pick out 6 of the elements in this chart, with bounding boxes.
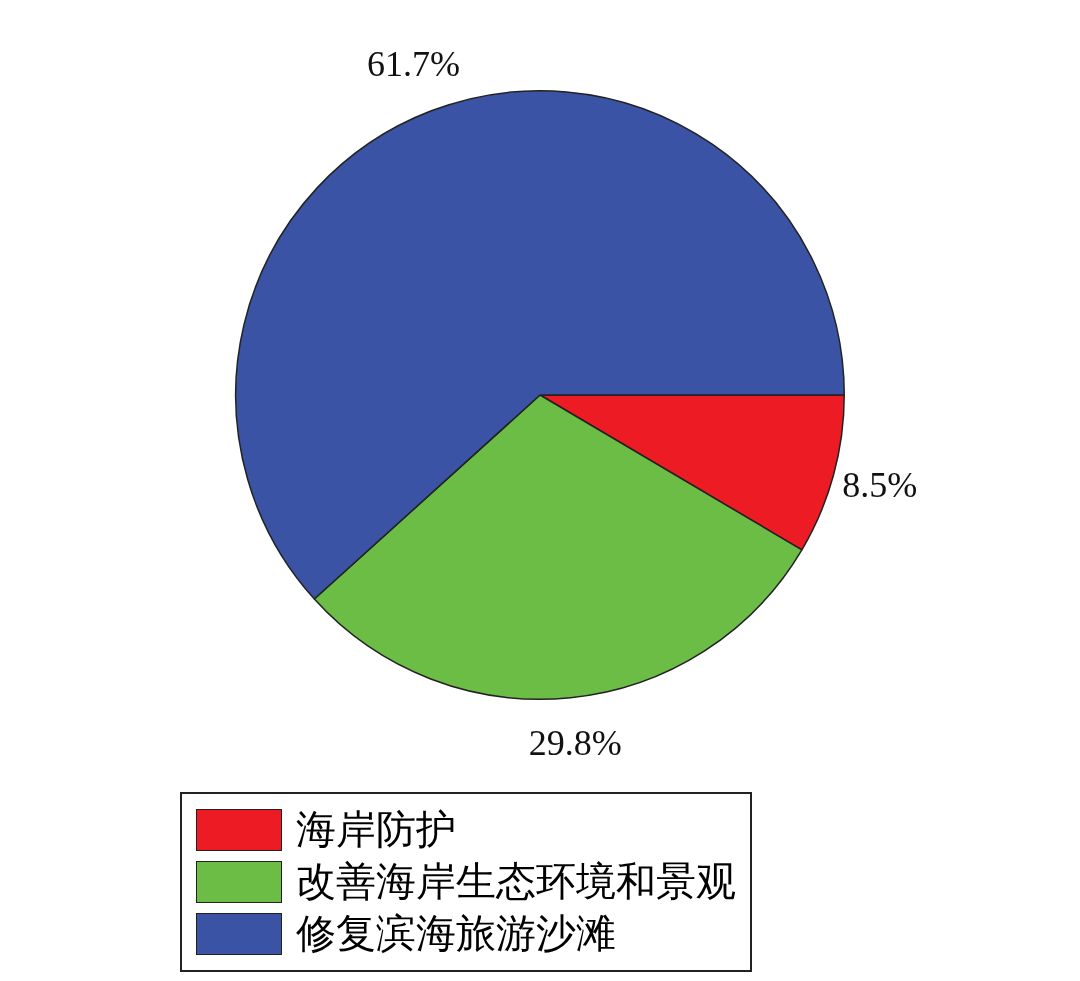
- data-label: 61.7%: [366, 43, 460, 84]
- data-label: 29.8%: [528, 722, 622, 763]
- legend-label: 海岸防护: [296, 806, 456, 854]
- legend-label: 改善海岸生态环境和景观: [296, 858, 736, 906]
- data-label: 8.5%: [842, 465, 918, 506]
- legend-label: 修复滨海旅游沙滩: [296, 910, 616, 958]
